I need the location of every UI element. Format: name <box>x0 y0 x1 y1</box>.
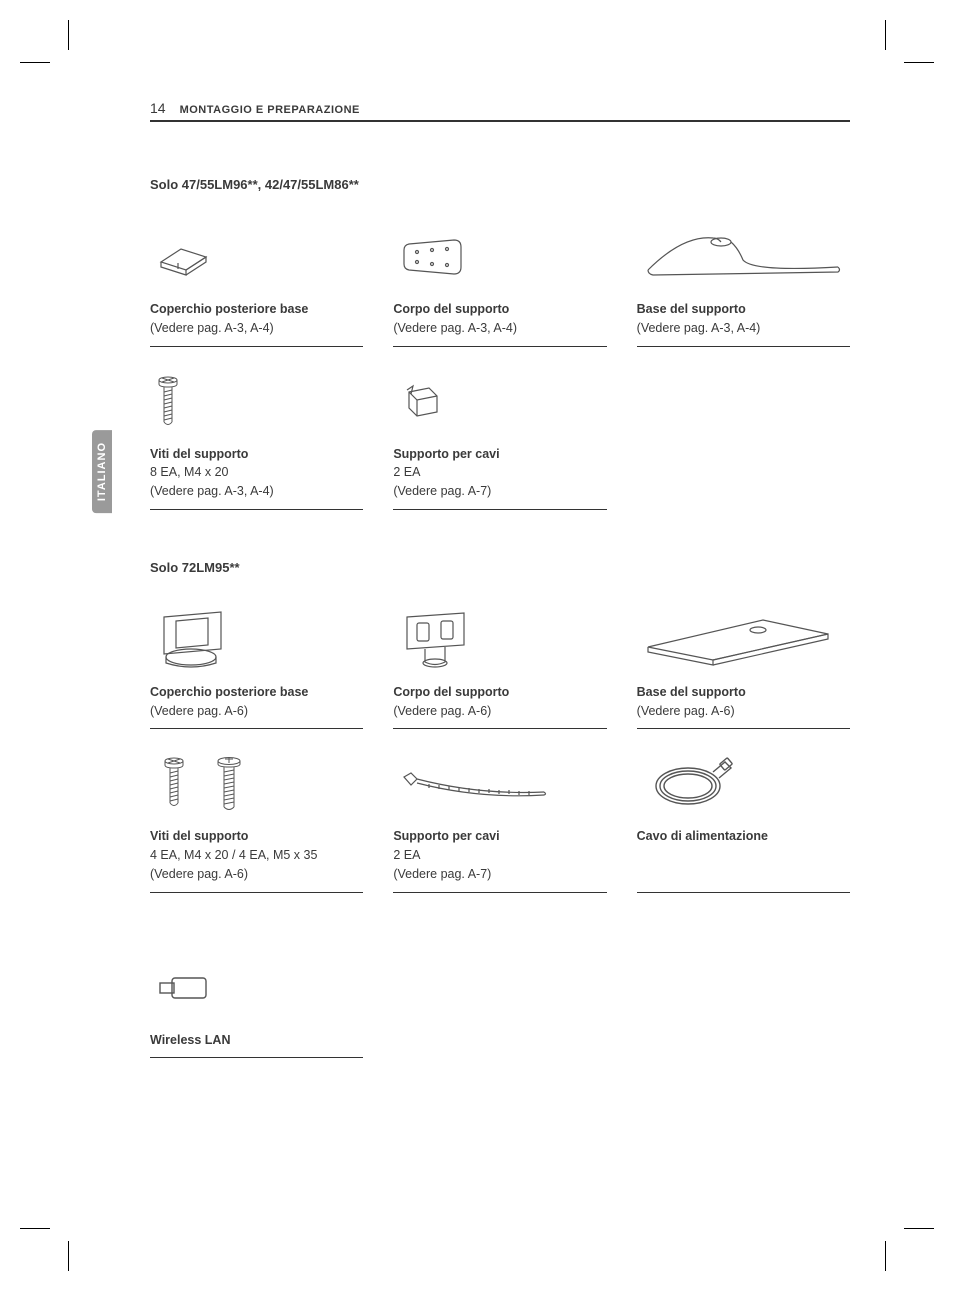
item-ref: (Vedere pag. A-6) <box>393 702 606 721</box>
part-item: Coperchio posteriore base (Vedere pag. A… <box>150 222 363 347</box>
screws2-icon <box>150 749 363 819</box>
part-item: Viti del supporto 8 EA, M4 x 20 (Vedere … <box>150 367 363 510</box>
item-title: Base del supporto <box>637 300 850 319</box>
item-ref: (Vedere pag. A-6) <box>150 702 363 721</box>
cable-tie-icon <box>393 749 606 819</box>
item-title: Base del supporto <box>637 683 850 702</box>
item-title: Corpo del supporto <box>393 683 606 702</box>
stand-body-icon <box>393 222 606 292</box>
crop-mark <box>20 62 50 63</box>
part-item: Viti del supporto 4 EA, M4 x 20 / 4 EA, … <box>150 749 363 892</box>
section2-grid: Coperchio posteriore base (Vedere pag. A… <box>150 605 850 893</box>
part-item: Corpo del supporto (Vedere pag. A-3, A-4… <box>393 222 606 347</box>
part-item: Cavo di alimentazione <box>637 749 850 892</box>
page-header: 14 MONTAGGIO E PREPARAZIONE <box>150 100 850 122</box>
rear-cover2-icon <box>150 605 363 675</box>
item-sub: 4 EA, M4 x 20 / 4 EA, M5 x 35 <box>150 846 363 865</box>
item-title: Viti del supporto <box>150 827 363 846</box>
item-ref: (Vedere pag. A-3, A-4) <box>150 319 363 338</box>
section1-grid: Coperchio posteriore base (Vedere pag. A… <box>150 222 850 510</box>
part-item: Coperchio posteriore base (Vedere pag. A… <box>150 605 363 730</box>
item-ref: (Vedere pag. A-3, A-4) <box>150 482 363 501</box>
item-title: Wireless LAN <box>150 1031 363 1050</box>
page-content: ITALIANO 14 MONTAGGIO E PREPARAZIONE Sol… <box>150 100 850 1058</box>
crop-mark <box>885 1241 886 1271</box>
item-title: Supporto per cavi <box>393 827 606 846</box>
item-sub: 2 EA <box>393 846 606 865</box>
part-item: Wireless LAN <box>150 953 363 1059</box>
item-title: Coperchio posteriore base <box>150 683 363 702</box>
part-item: Supporto per cavi 2 EA (Vedere pag. A-7) <box>393 367 606 510</box>
stand-base2-icon <box>637 605 850 675</box>
crop-mark <box>68 20 69 50</box>
empty-cell <box>637 367 850 510</box>
section2-title: Solo 72LM95** <box>150 560 850 575</box>
part-item: Base del supporto (Vedere pag. A-3, A-4) <box>637 222 850 347</box>
item-ref: (Vedere pag. A-3, A-4) <box>393 319 606 338</box>
part-item: Supporto per cavi 2 EA (Vedere pag. A-7) <box>393 749 606 892</box>
item-title: Supporto per cavi <box>393 445 606 464</box>
page-number: 14 <box>150 100 166 116</box>
item-ref: (Vedere pag. A-6) <box>150 865 363 884</box>
item-ref: (Vedere pag. A-7) <box>393 482 606 501</box>
crop-mark <box>885 20 886 50</box>
crop-mark <box>68 1241 69 1271</box>
header-title: MONTAGGIO E PREPARAZIONE <box>180 104 360 116</box>
screws-icon <box>150 367 363 437</box>
stand-body2-icon <box>393 605 606 675</box>
part-item: Corpo del supporto (Vedere pag. A-6) <box>393 605 606 730</box>
item-title: Corpo del supporto <box>393 300 606 319</box>
language-tab: ITALIANO <box>92 430 112 513</box>
cable-holder-icon <box>393 367 606 437</box>
item-title: Cavo di alimentazione <box>637 827 850 846</box>
crop-mark <box>904 1228 934 1229</box>
item-sub: 8 EA, M4 x 20 <box>150 463 363 482</box>
part-item: Base del supporto (Vedere pag. A-6) <box>637 605 850 730</box>
item-ref: (Vedere pag. A-3, A-4) <box>637 319 850 338</box>
item-ref: (Vedere pag. A-6) <box>637 702 850 721</box>
crop-mark <box>904 62 934 63</box>
power-cord-icon <box>637 749 850 819</box>
section1-title: Solo 47/55LM96**, 42/47/55LM86** <box>150 177 850 192</box>
rear-cover-icon <box>150 222 363 292</box>
stand-base-icon <box>637 222 850 292</box>
item-title: Coperchio posteriore base <box>150 300 363 319</box>
item-title: Viti del supporto <box>150 445 363 464</box>
item-ref: (Vedere pag. A-7) <box>393 865 606 884</box>
crop-mark <box>20 1228 50 1229</box>
section3-grid: Wireless LAN <box>150 953 850 1059</box>
wireless-lan-icon <box>150 953 363 1023</box>
item-sub: 2 EA <box>393 463 606 482</box>
